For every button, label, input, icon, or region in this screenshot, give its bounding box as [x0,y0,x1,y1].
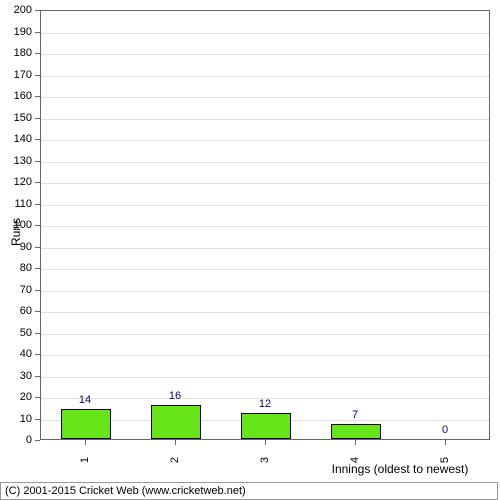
ytick-label: 170 [0,69,32,81]
xtick-label: 3 [259,457,271,463]
gridline [41,205,489,206]
ytick-mark [35,32,40,33]
ytick-mark [35,204,40,205]
ytick-label: 120 [0,176,32,188]
gridline [41,76,489,77]
chart-container: Runs Innings (oldest to newest) (C) 2001… [0,0,500,500]
ytick-mark [35,397,40,398]
gridline [41,291,489,292]
gridline [41,334,489,335]
bar-value-label: 14 [79,394,91,406]
ytick-mark [35,354,40,355]
ytick-label: 10 [0,413,32,425]
ytick-label: 200 [0,4,32,16]
ytick-mark [35,311,40,312]
ytick-mark [35,53,40,54]
ytick-mark [35,376,40,377]
gridline [41,312,489,313]
ytick-label: 160 [0,90,32,102]
xtick-mark [85,440,86,445]
gridline [41,54,489,55]
ytick-mark [35,225,40,226]
gridline [41,140,489,141]
ytick-label: 90 [0,241,32,253]
xtick-label: 4 [349,457,361,463]
ytick-label: 180 [0,47,32,59]
gridline [41,248,489,249]
ytick-label: 80 [0,262,32,274]
bar-value-label: 0 [442,424,448,436]
gridline [41,162,489,163]
ytick-label: 60 [0,305,32,317]
ytick-mark [35,96,40,97]
gridline [41,226,489,227]
ytick-label: 20 [0,391,32,403]
ytick-mark [35,75,40,76]
ytick-mark [35,161,40,162]
ytick-label: 140 [0,133,32,145]
ytick-label: 40 [0,348,32,360]
bar [151,405,201,439]
xtick-label: 5 [439,457,451,463]
bar-value-label: 16 [169,390,181,402]
ytick-mark [35,440,40,441]
xtick-label: 2 [169,457,181,463]
ytick-mark [35,10,40,11]
gridline [41,97,489,98]
bar [61,409,111,439]
xtick-mark [265,440,266,445]
ytick-label: 110 [0,198,32,210]
bar [331,424,381,439]
bar-value-label: 7 [352,409,358,421]
xtick-label: 1 [79,457,91,463]
x-axis-label: Innings (oldest to newest) [310,462,490,476]
gridline [41,33,489,34]
ytick-label: 190 [0,26,32,38]
ytick-mark [35,268,40,269]
ytick-mark [35,290,40,291]
ytick-label: 0 [0,434,32,446]
xtick-mark [355,440,356,445]
bar-value-label: 12 [259,398,271,410]
ytick-label: 50 [0,327,32,339]
ytick-mark [35,139,40,140]
ytick-mark [35,419,40,420]
plot-area [40,10,490,440]
xtick-mark [175,440,176,445]
ytick-mark [35,182,40,183]
ytick-label: 150 [0,112,32,124]
bar [241,413,291,439]
ytick-mark [35,118,40,119]
ytick-label: 30 [0,370,32,382]
gridline [41,269,489,270]
gridline [41,355,489,356]
footer-copyright: (C) 2001-2015 Cricket Web (www.cricketwe… [0,482,498,500]
gridline [41,377,489,378]
xtick-mark [445,440,446,445]
gridline [41,183,489,184]
gridline [41,119,489,120]
ytick-label: 100 [0,219,32,231]
ytick-label: 70 [0,284,32,296]
ytick-mark [35,247,40,248]
ytick-mark [35,333,40,334]
ytick-label: 130 [0,155,32,167]
